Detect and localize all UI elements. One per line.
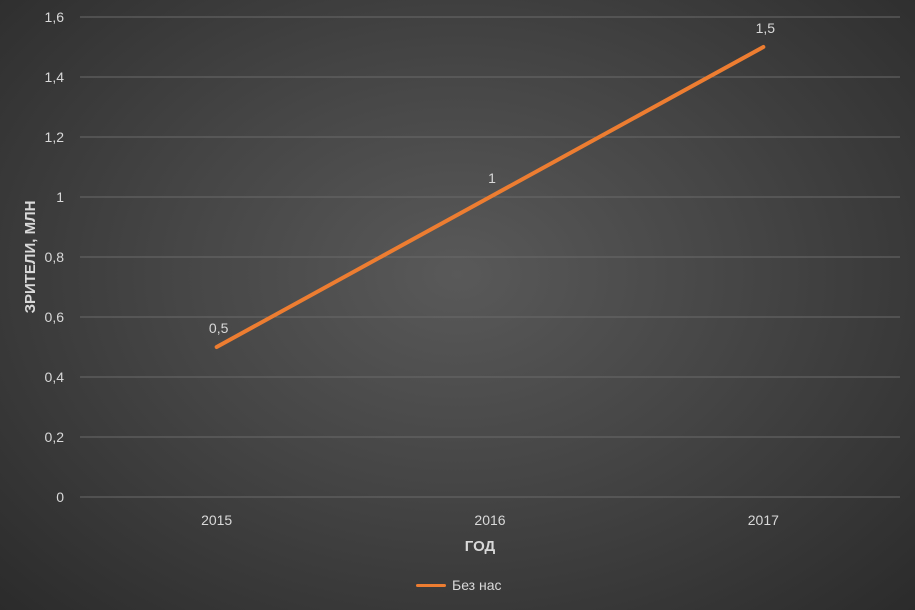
series-lines	[214, 45, 766, 349]
y-tick-label: 1	[56, 189, 64, 205]
x-axis-ticks: 2015 2016 2017	[201, 512, 779, 528]
legend-label: Без нас	[452, 577, 502, 593]
x-axis-title: ГОД	[465, 538, 496, 555]
data-labels: 0,5 1 1,5	[209, 20, 775, 336]
y-tick-label: 1,4	[45, 69, 65, 85]
y-axis-ticks: 0 0,2 0,4 0,6 0,8 1 1,2 1,4 1,6	[45, 9, 65, 505]
y-tick-label: 0,4	[45, 369, 65, 385]
legend: Без нас	[416, 577, 502, 593]
y-tick-label: 0	[56, 489, 64, 505]
y-axis-title: ЗРИТЕЛИ, МЛН	[22, 201, 39, 314]
x-tick-label: 2016	[474, 512, 505, 528]
y-tick-label: 0,6	[45, 309, 65, 325]
x-tick-label: 2015	[201, 512, 232, 528]
x-tick-label: 2017	[748, 512, 779, 528]
legend-swatch-line	[416, 583, 446, 587]
gridlines	[80, 16, 900, 498]
y-tick-label: 1,6	[45, 9, 65, 25]
y-tick-label: 0,2	[45, 429, 65, 445]
data-label: 1,5	[756, 20, 776, 36]
data-label: 0,5	[209, 320, 229, 336]
y-tick-label: 1,2	[45, 129, 65, 145]
data-label: 1	[488, 170, 496, 186]
y-tick-label: 0,8	[45, 249, 65, 265]
